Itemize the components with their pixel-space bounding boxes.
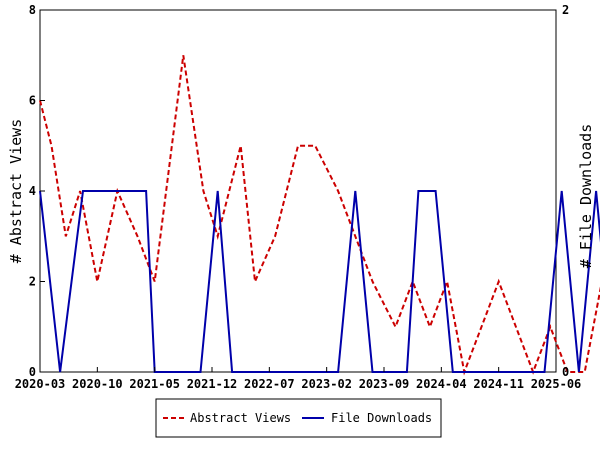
legend-label-abstract-views: Abstract Views [190,411,291,425]
y-right-axis-title: # File Downloads [577,124,595,269]
x-tick-label: 2020-10 [72,377,123,391]
axis-layer: 0 2 4 6 8 0 2 2020-03 2020-10 2021-05 2021-12 2022-… [15,3,582,391]
y-left-tick-label: 6 [29,94,36,108]
x-tick-label: 2020-03 [15,377,66,391]
legend-box [155,398,442,438]
x-tick-label: 2021-12 [187,377,238,391]
x-tick-label: 2021-05 [129,377,180,391]
x-tick-label: 2025-06 [531,377,582,391]
y-right-tick-label: 2 [562,3,569,17]
x-tick-label: 2023-09 [359,377,410,391]
y-right-tick-label: 0 [562,365,569,379]
legend-label-file-downloads: File Downloads [331,411,432,425]
x-tick-label: 2024-11 [473,377,524,391]
y-left-tick-label: 2 [29,275,36,289]
y-left-tick-label: 0 [29,365,36,379]
series-layer [39,55,600,376]
x-tick-label: 2024-04 [416,377,467,391]
y-left-tick-label: 4 [29,184,36,198]
y-left-tick-label: 8 [29,3,36,17]
x-tick-label: 2023-02 [301,377,352,391]
y-left-axis-title: # Abstract Views [7,119,25,264]
x-tick-label: 2022-07 [244,377,295,391]
legend: Abstract Views File Downloads [155,398,442,438]
series-line-file-downloads [39,190,600,373]
